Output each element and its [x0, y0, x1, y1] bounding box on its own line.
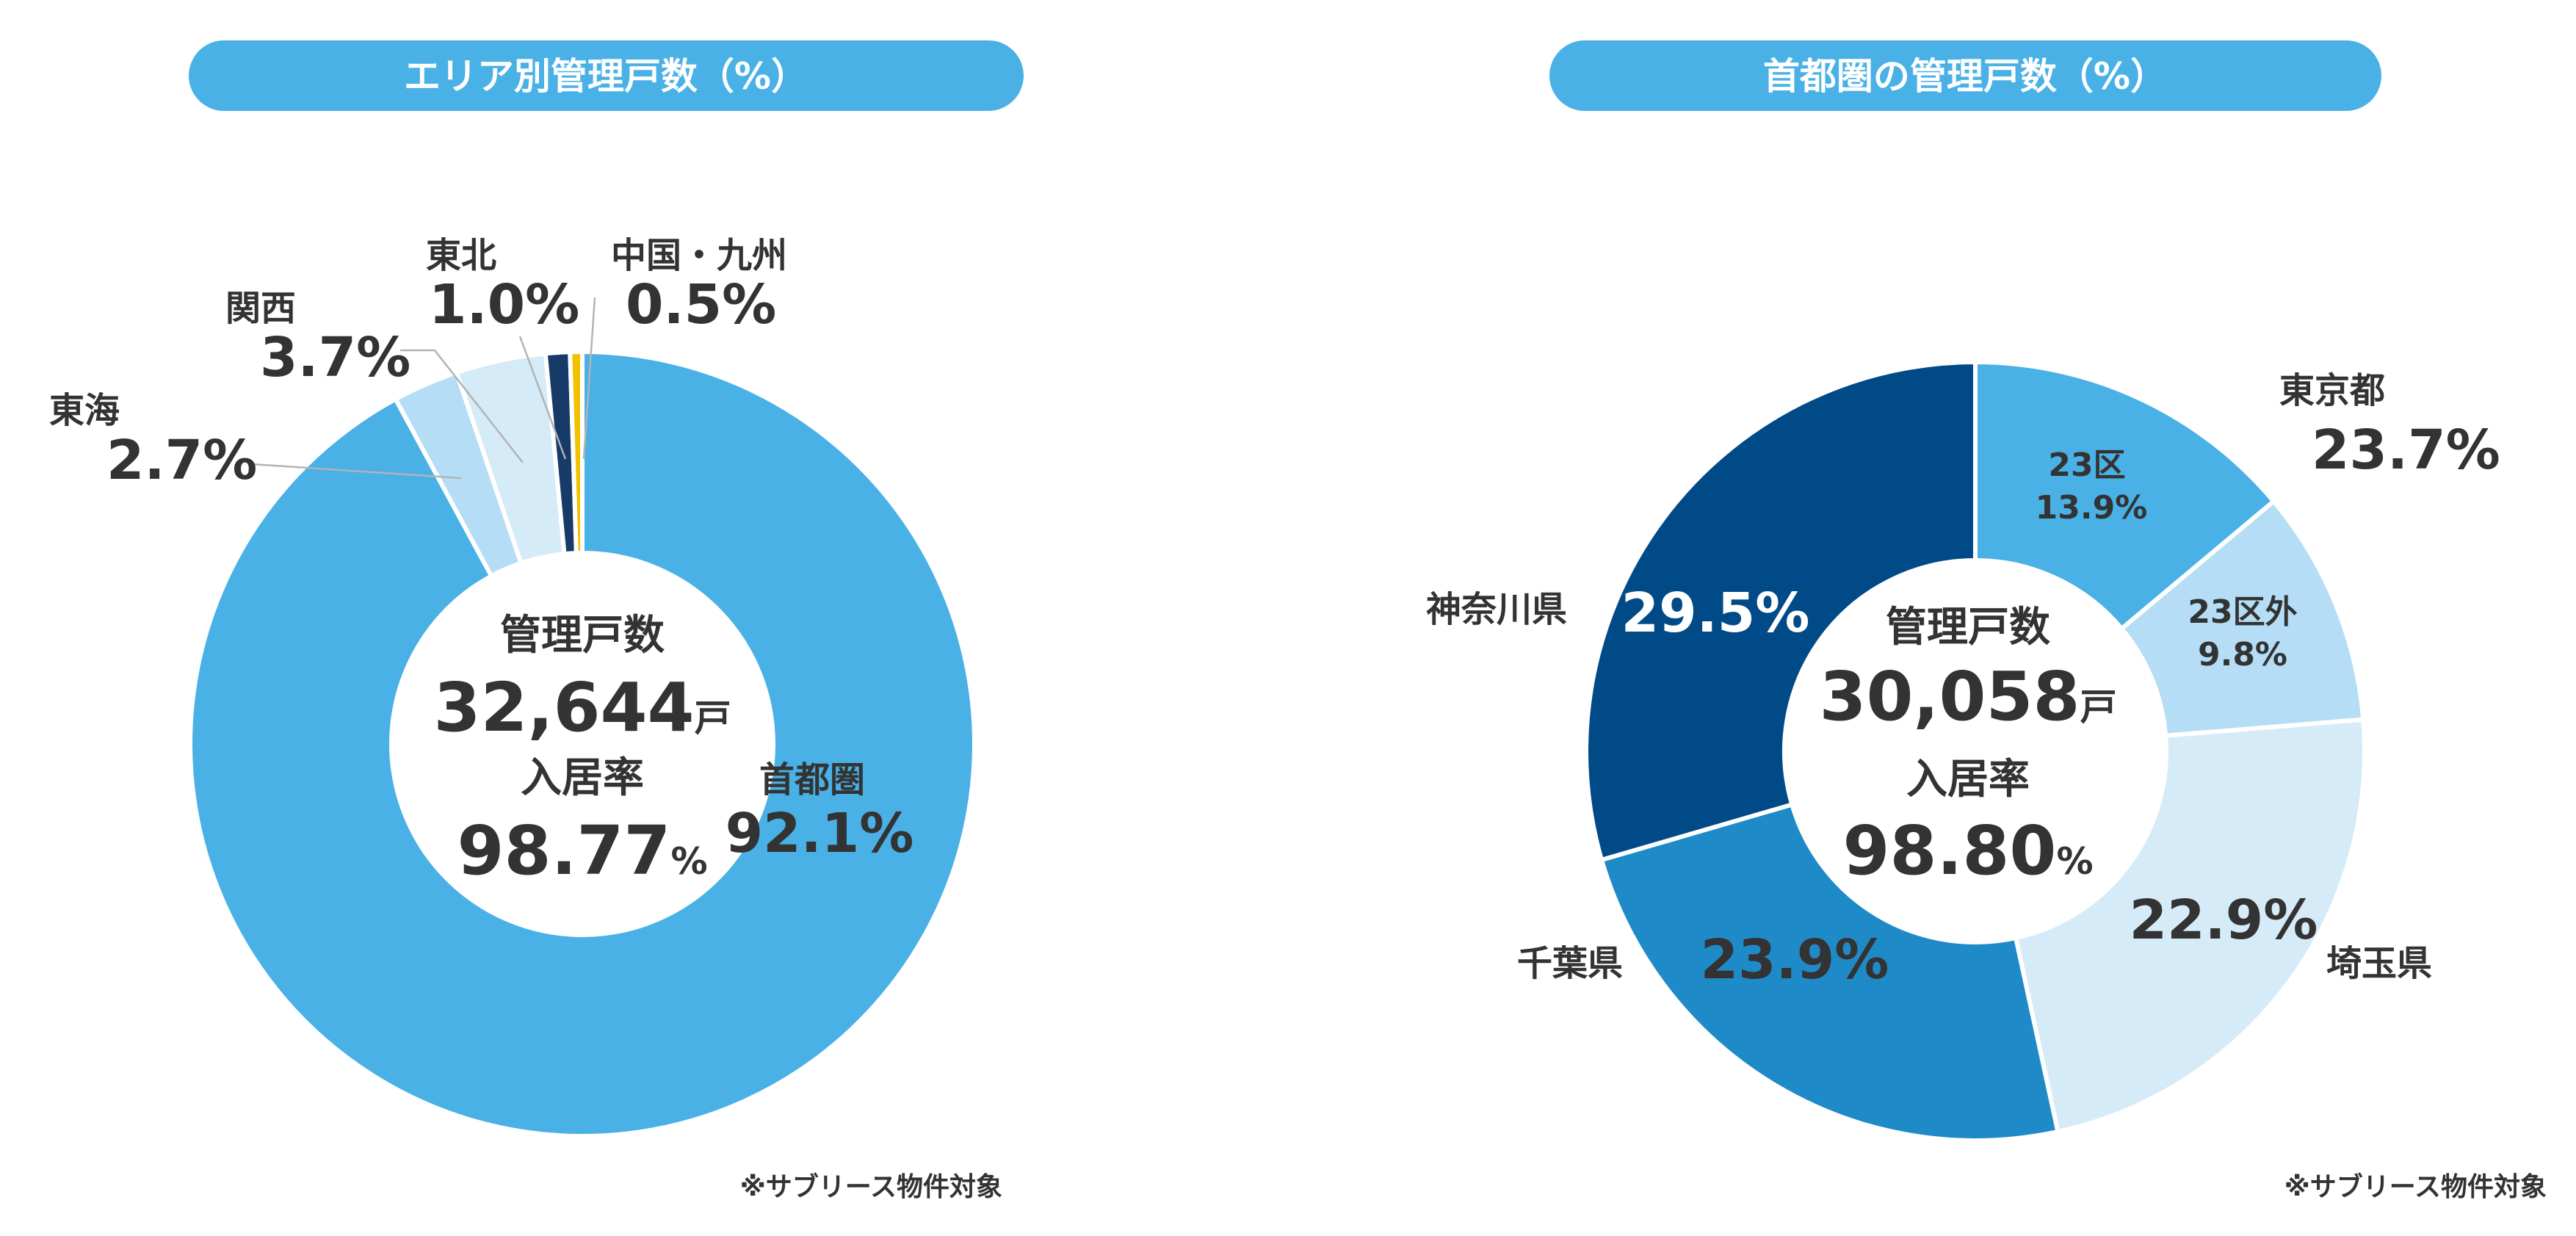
metro-chart: 首都圏の管理戸数（%） 東京都 23.7% 23区 13.9% 23区外 9.8… [1426, 40, 2547, 1202]
label-chugoku-name: 中国・九州 [611, 235, 787, 276]
label-chiba-value: 23.9% [1701, 928, 1889, 991]
area-chart-title-pill [189, 40, 1024, 111]
units-suffix: 戸 [2080, 686, 2117, 729]
metro-slice-3 [1599, 802, 2061, 1143]
metro-chart-title: 首都圏の管理戸数（%） [1763, 55, 2167, 98]
label-tohoku-value: 1.0% [429, 273, 579, 336]
label-tokai-value: 2.7% [106, 429, 257, 492]
label-kansai-value: 3.7% [260, 326, 410, 389]
center-units-value: 32,644戸 [433, 668, 731, 747]
label-shutoken-name: 首都圏 [759, 759, 865, 800]
units-suffix: 戸 [695, 697, 731, 740]
label-saitama-value: 22.9% [2130, 889, 2318, 952]
label-tokyo-name: 東京都 [2279, 370, 2385, 411]
center-occupancy-value: 98.80% [1842, 812, 2093, 890]
center-units-label: 管理戸数 [1886, 604, 2050, 651]
label-23ku-name: 23区 [2048, 447, 2125, 484]
label-shutoken-value: 92.1% [726, 802, 914, 865]
label-tokai-name: 東海 [49, 390, 120, 431]
occupancy-number: 98.77 [457, 812, 670, 890]
center-occupancy-label: 入居率 [521, 754, 644, 802]
leader-chugoku [582, 297, 596, 460]
occupancy-suffix: % [670, 840, 707, 883]
metro-slice-1 [2119, 499, 2366, 738]
label-saitama-name: 埼玉県 [2326, 943, 2432, 984]
metro-chart-note: ※サブリース物件対象 [2284, 1171, 2547, 1202]
label-chugoku-value: 0.5% [626, 273, 776, 336]
label-23kugai-value: 9.8% [2198, 636, 2287, 673]
center-units-value: 30,058戸 [1819, 657, 2116, 736]
label-tokyo-value: 23.7% [2312, 419, 2500, 482]
units-number: 30,058 [1819, 657, 2080, 736]
center-units-label: 管理戸数 [500, 612, 665, 659]
leader-tohoku [518, 336, 567, 460]
label-kanagawa-name: 神奈川県 [1426, 589, 1567, 630]
metro-donut [1583, 360, 2367, 1143]
label-kansai-name: 関西 [225, 288, 296, 329]
leader-tokai [251, 463, 462, 480]
label-tohoku-name: 東北 [426, 235, 496, 276]
label-chiba-name: 千葉県 [1517, 943, 1623, 984]
area-chart-note: ※サブリース物件対象 [740, 1171, 1002, 1202]
occupancy-suffix: % [2056, 840, 2093, 883]
units-number: 32,644 [433, 668, 694, 747]
label-23kugai-name: 23区外 [2188, 593, 2297, 631]
label-23ku-value: 13.9% [2036, 489, 2148, 527]
label-kanagawa-value: 29.5% [1621, 582, 1810, 645]
area-chart: エリア別管理戸数（%） 東海 2.7% 関西 3.7% 東北 1.0% 中国・九… [49, 40, 1024, 1202]
area-slice-4 [568, 349, 585, 556]
center-occupancy-value: 98.77% [457, 812, 707, 890]
metro-chart-title-pill [1549, 40, 2381, 111]
metro-slice-4 [1583, 360, 1978, 862]
area-chart-title: エリア別管理戸数（%） [404, 55, 808, 98]
leader-kansai [400, 349, 524, 463]
occupancy-number: 98.80 [1842, 812, 2056, 890]
metro-slice-2 [2014, 717, 2367, 1134]
area-donut [188, 349, 977, 1138]
area-slice-0 [188, 350, 977, 1138]
center-occupancy-label: 入居率 [1906, 756, 2030, 803]
